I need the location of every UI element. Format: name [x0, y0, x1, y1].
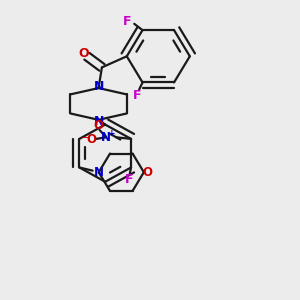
Text: +: +	[108, 129, 115, 138]
Text: O: O	[86, 133, 96, 146]
Text: O: O	[78, 47, 89, 60]
Text: F: F	[133, 89, 142, 102]
Text: F: F	[123, 15, 132, 28]
Text: N: N	[94, 166, 104, 179]
Text: O: O	[142, 166, 152, 179]
Text: O: O	[93, 119, 103, 132]
Text: −: −	[81, 133, 90, 143]
Text: F: F	[125, 173, 134, 186]
Text: N: N	[93, 80, 104, 93]
Text: N: N	[93, 115, 104, 128]
Text: N: N	[101, 131, 111, 144]
